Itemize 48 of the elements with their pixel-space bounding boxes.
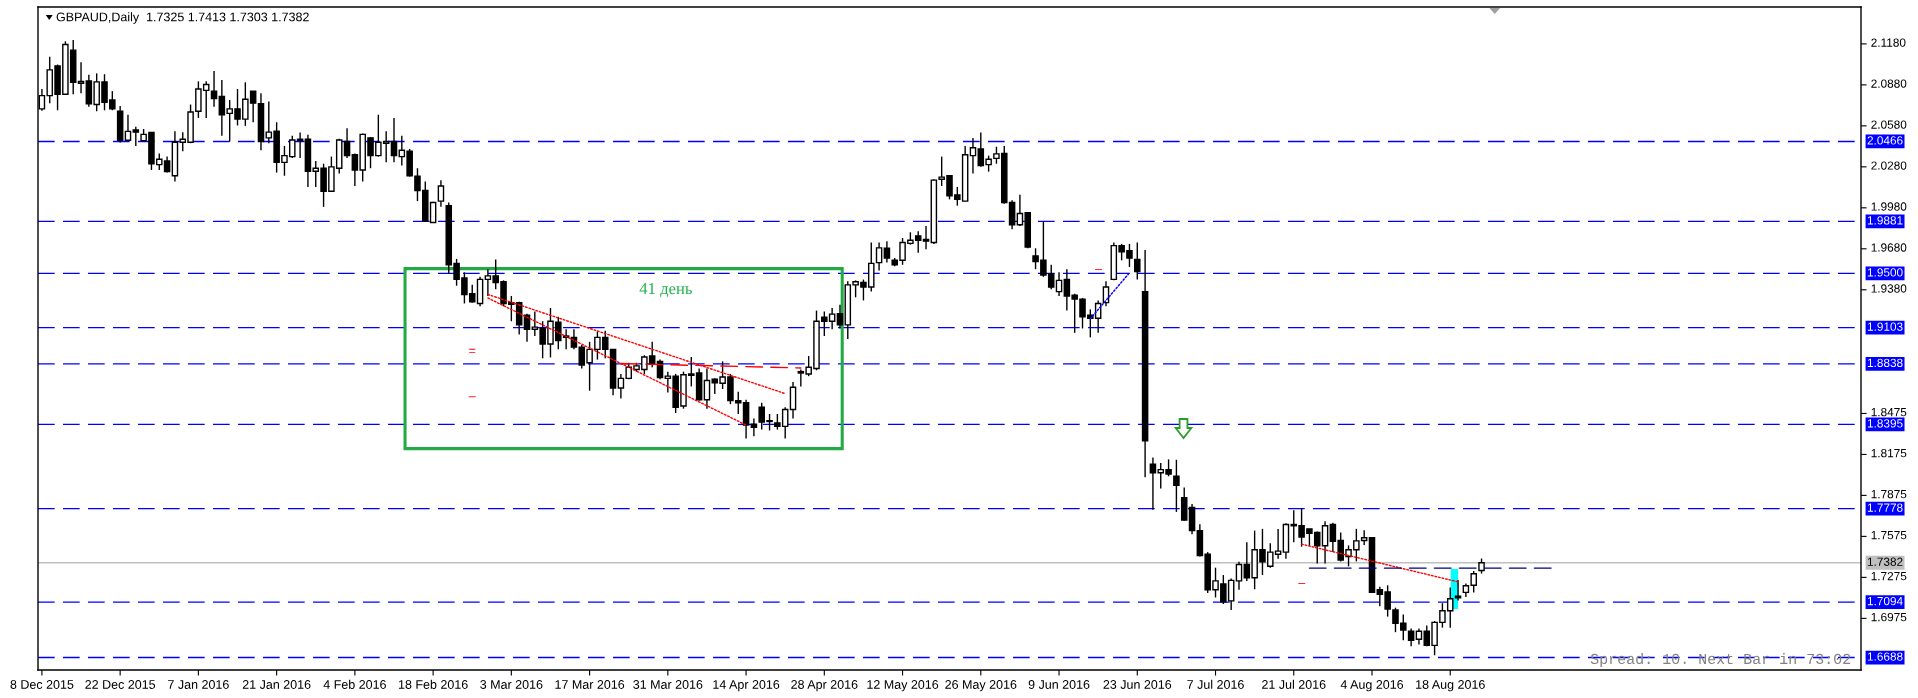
y-tick-label: 1.8475 (1871, 407, 1907, 417)
x-tick-label: 3 Mar 2016 (480, 680, 543, 689)
x-tick-label: 17 Mar 2016 (555, 680, 625, 689)
y-tick-label: 2.0880 (1871, 79, 1907, 88)
x-tick-label: 26 May 2016 (945, 680, 1017, 692)
ref-line-label: 1.9500 (1867, 268, 1903, 277)
x-tick-label: 23 Jun 2016 (1103, 680, 1172, 689)
y-tick-label: 1.9680 (1871, 243, 1907, 252)
y-tick-label: 1.8175 (1871, 448, 1907, 458)
y-tick-label: 2.0280 (1871, 161, 1907, 170)
ref-line-label: 1.9881 (1867, 216, 1903, 225)
x-tick-label: 8 Dec 2015 (10, 680, 74, 689)
ref-line-label: 1.7094 (1867, 596, 1903, 606)
y-tick-label: 1.7575 (1871, 531, 1907, 540)
ref-line-label: 1.8395 (1867, 419, 1903, 428)
annotation: – (1095, 269, 1103, 270)
chart-title: GBPAUD,Daily 1.7325 1.7413 1.7303 1.7382 (56, 12, 309, 24)
x-tick-label: 28 Apr 2016 (791, 680, 858, 692)
x-tick-label: 9 Jun 2016 (1028, 680, 1090, 689)
annotation: 41 день (639, 283, 692, 298)
x-tick-label: 21 Jul 2016 (1262, 679, 1326, 689)
y-tick-label: 2.1180 (1871, 38, 1906, 47)
annotation: = (469, 348, 476, 353)
x-tick-label: 18 Feb 2016 (398, 679, 468, 689)
ref-line-label: 2.0466 (1867, 136, 1903, 145)
x-tick-label: 21 Jan 2016 (242, 680, 311, 689)
x-tick-label: 4 Aug 2016 (1340, 680, 1404, 692)
annotation: – (1298, 583, 1306, 584)
y-tick-label: 1.7875 (1871, 489, 1907, 499)
x-tick-label: 31 Mar 2016 (633, 680, 703, 689)
y-tick-label: 1.6975 (1871, 612, 1907, 622)
x-tick-label: 18 Aug 2016 (1416, 680, 1485, 692)
ref-line-label: 1.7382 (1867, 557, 1903, 566)
ref-line-label: 1.9103 (1867, 322, 1903, 331)
x-tick-label: 22 Dec 2015 (85, 680, 156, 689)
x-tick-label: 7 Jul 2016 (1187, 679, 1244, 689)
x-tick-label: 14 Apr 2016 (713, 680, 780, 692)
ref-line-label: 1.6688 (1867, 652, 1903, 661)
x-tick-label: 4 Feb 2016 (323, 679, 386, 689)
y-tick-label: 1.9380 (1871, 284, 1907, 293)
annotation: – (468, 396, 476, 398)
x-tick-label: 7 Jan 2016 (168, 680, 229, 689)
ref-line-label: 1.7778 (1867, 503, 1903, 512)
y-tick-label: 2.0580 (1871, 120, 1907, 129)
y-tick-label: 1.7275 (1871, 571, 1907, 581)
y-tick-label: 1.9980 (1871, 202, 1907, 211)
x-tick-label: 12 May 2016 (867, 680, 939, 692)
ref-line-label: 1.8838 (1867, 358, 1903, 368)
